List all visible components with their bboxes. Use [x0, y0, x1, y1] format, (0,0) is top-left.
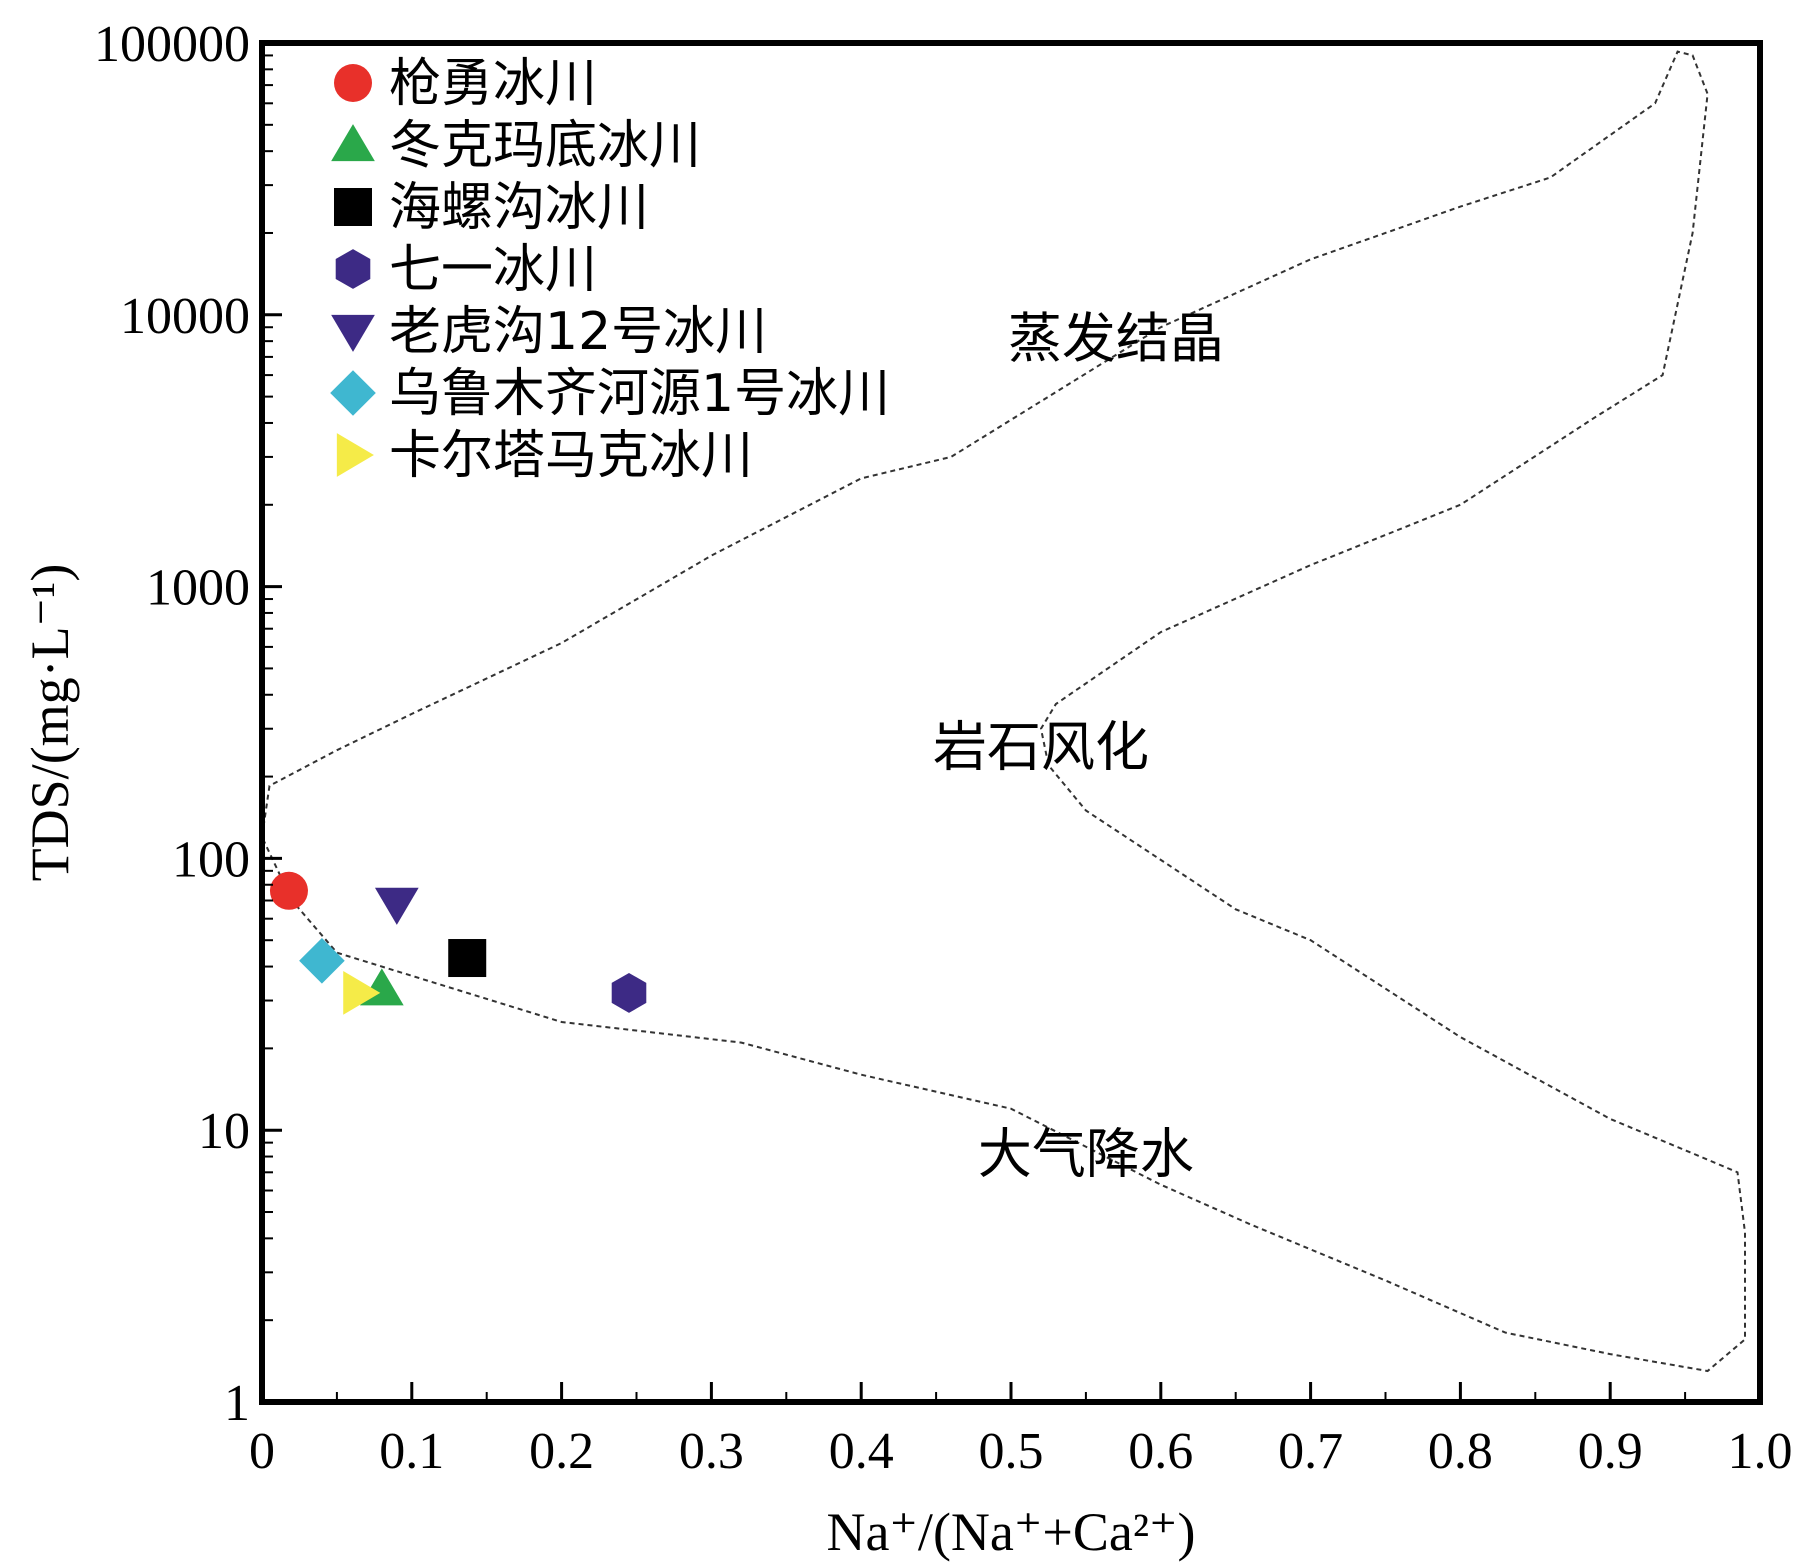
x-tick-label: 0.3	[679, 1423, 744, 1480]
legend-label: 海螺沟冰川	[389, 178, 649, 238]
x-tick-label: 0	[249, 1423, 275, 1480]
x-tick-label: 0.9	[1578, 1423, 1643, 1480]
legend-label: 老虎沟12号冰川	[389, 302, 767, 362]
data-point-diamond	[299, 938, 345, 984]
x-tick-label: 0.5	[979, 1423, 1044, 1480]
data-point-square	[448, 939, 487, 978]
region-label: 岩石风化	[933, 715, 1149, 778]
x-tick-label: 0.1	[379, 1423, 444, 1480]
legend-label: 七一冰川	[389, 240, 597, 300]
region-label: 大气降水	[978, 1122, 1194, 1185]
x-tick-label: 0.8	[1428, 1423, 1493, 1480]
legend-marker-triangle-down	[331, 314, 375, 352]
legend: 枪勇冰川冬克玛底冰川海螺沟冰川七一冰川老虎沟12号冰川乌鲁木齐河源1号冰川卡尔塔…	[330, 54, 890, 486]
legend-label: 卡尔塔马克冰川	[389, 426, 753, 486]
marker-layer	[269, 871, 647, 1015]
y-tick-label: 1000	[146, 560, 250, 617]
x-tick-label: 0.6	[1128, 1423, 1193, 1480]
legend-marker-triangle-up	[331, 124, 375, 162]
x-axis-title: Na⁺/(Na⁺+Ca²⁺)	[826, 1502, 1195, 1562]
legend-marker-circle	[334, 64, 372, 102]
data-point-hexagon	[611, 973, 647, 1013]
data-point-triangle-down	[374, 887, 419, 925]
y-tick-label: 10000	[120, 288, 250, 345]
y-tick-label: 100000	[94, 16, 250, 73]
tick-layer: 0 0.1 0.2 0.3 0.4 0.5 0.6 0.7 0.8 0.9 1.0 1 10 100 100…	[94, 16, 1793, 1480]
legend-label: 乌鲁木齐河源1号冰川	[389, 364, 890, 424]
data-point-circle	[269, 871, 308, 910]
x-tick-label: 0.4	[829, 1423, 894, 1480]
legend-marker-hexagon	[335, 249, 371, 289]
y-tick-label: 1	[224, 1375, 250, 1432]
gibbs-envelope-curve	[260, 50, 1746, 1373]
envelope-layer	[260, 50, 1746, 1373]
x-tick-label: 0.7	[1278, 1423, 1343, 1480]
legend-label: 冬克玛底冰川	[389, 116, 701, 176]
y-tick-label: 10	[198, 1103, 250, 1160]
legend-marker-diamond	[330, 370, 376, 416]
data-point-triangle-right	[343, 971, 381, 1015]
y-tick-label: 100	[172, 831, 250, 888]
legend-label: 枪勇冰川	[389, 54, 597, 114]
x-tick-label: 1.0	[1728, 1423, 1793, 1480]
legend-marker-triangle-right	[336, 433, 374, 477]
legend-marker-square	[334, 188, 372, 226]
y-axis-title: TDS/(mg·L⁻¹)	[20, 564, 80, 882]
region-label: 蒸发结晶	[1008, 307, 1224, 370]
x-tick-label: 0.2	[529, 1423, 594, 1480]
